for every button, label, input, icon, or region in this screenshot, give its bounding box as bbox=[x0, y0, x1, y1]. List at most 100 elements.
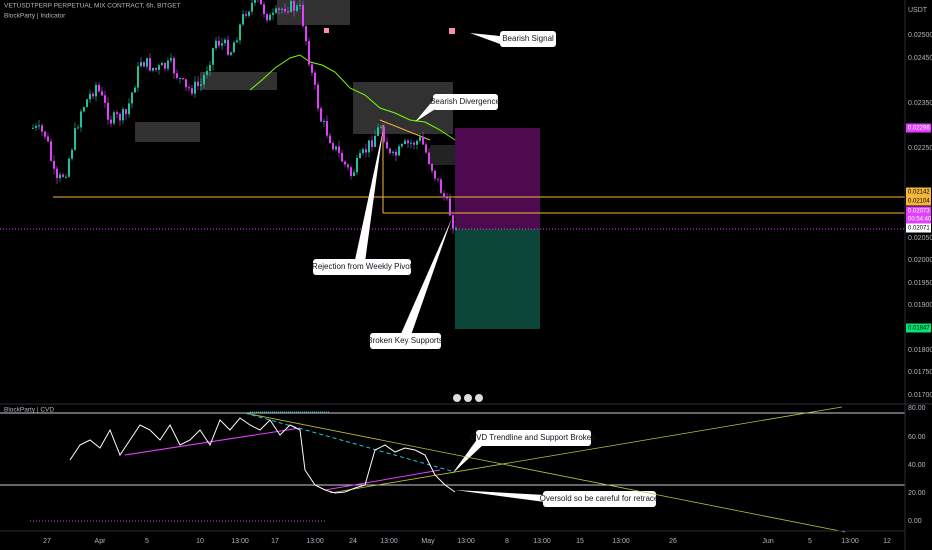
candle bbox=[104, 95, 106, 103]
candle bbox=[230, 52, 232, 55]
cvd-trendline bbox=[324, 469, 441, 491]
candle bbox=[89, 93, 91, 100]
candle bbox=[146, 58, 148, 67]
price-tag-bg bbox=[906, 123, 931, 133]
candle bbox=[302, 4, 304, 27]
price-label: 0.01700 bbox=[908, 392, 932, 399]
candle bbox=[353, 172, 355, 176]
candle bbox=[65, 176, 67, 178]
price-label: 0.02000 bbox=[908, 257, 932, 264]
cvd-line bbox=[69, 417, 456, 494]
candle bbox=[275, 8, 277, 13]
candle bbox=[62, 174, 64, 177]
candle bbox=[290, 0, 292, 12]
time-label: 27 bbox=[43, 538, 51, 545]
indicator-icons bbox=[453, 394, 483, 402]
annotation: Oversold so be careful for retrace bbox=[540, 494, 659, 503]
time-label: 13:00 bbox=[457, 538, 475, 545]
candle bbox=[68, 158, 70, 177]
price-tag: 0.01847 bbox=[908, 326, 930, 332]
time-label: 13:00 bbox=[231, 538, 249, 545]
axes: USDT 0.02500 0.02450 0.02350 0.02250 0.02050 0… bbox=[43, 7, 932, 545]
cvd-label: 40.00 bbox=[908, 462, 926, 469]
candle bbox=[176, 73, 178, 79]
price-tag: 0.02071 bbox=[908, 226, 930, 232]
time-label: 26 bbox=[669, 538, 677, 545]
annotation: Rejection from Weekly Pivot bbox=[312, 262, 413, 271]
candle bbox=[143, 62, 145, 67]
candle bbox=[239, 24, 241, 41]
candle bbox=[299, 4, 301, 6]
candle bbox=[401, 144, 403, 147]
candle bbox=[110, 119, 112, 124]
candle bbox=[323, 120, 325, 122]
candle bbox=[356, 158, 358, 173]
candle bbox=[221, 43, 223, 46]
candle bbox=[407, 140, 409, 144]
candle bbox=[161, 62, 163, 66]
candle bbox=[155, 67, 157, 70]
candle bbox=[272, 12, 274, 15]
price-unit: USDT bbox=[908, 7, 928, 14]
time-label: 13:00 bbox=[841, 538, 859, 545]
candle bbox=[335, 146, 337, 150]
candle bbox=[380, 126, 382, 128]
candle bbox=[71, 149, 73, 159]
candle bbox=[227, 39, 229, 55]
candle bbox=[404, 140, 406, 145]
annotation: Bearish Signal bbox=[502, 34, 554, 43]
price-tag: 00:54:40 bbox=[908, 217, 932, 223]
candle bbox=[452, 215, 454, 229]
candle bbox=[269, 14, 271, 21]
candle bbox=[224, 39, 226, 44]
candle bbox=[440, 179, 442, 194]
candle bbox=[395, 151, 397, 156]
candle bbox=[425, 144, 427, 153]
cvd-label: 60.00 bbox=[908, 434, 926, 441]
candle bbox=[410, 142, 412, 144]
time-label: 13:00 bbox=[612, 538, 630, 545]
candle bbox=[362, 149, 364, 154]
signal-icon bbox=[449, 28, 455, 34]
time-label: 13:00 bbox=[306, 538, 324, 545]
candle bbox=[317, 84, 319, 109]
signal-icon bbox=[324, 28, 329, 33]
candle bbox=[206, 71, 208, 75]
candle bbox=[263, 4, 265, 15]
price-tag-bg bbox=[906, 206, 931, 216]
candle bbox=[203, 74, 205, 85]
candle bbox=[416, 140, 418, 145]
price-label: 0.02450 bbox=[908, 55, 932, 62]
candle bbox=[164, 62, 166, 69]
candle bbox=[80, 111, 82, 128]
candle bbox=[53, 160, 55, 169]
candle bbox=[359, 153, 361, 159]
candle bbox=[446, 197, 448, 199]
candle bbox=[173, 58, 175, 74]
time-label: 15 bbox=[576, 538, 584, 545]
price-tag-bg bbox=[906, 323, 931, 333]
price-label: 0.02500 bbox=[908, 32, 932, 39]
candle bbox=[308, 41, 310, 65]
candle bbox=[122, 109, 124, 121]
candle bbox=[332, 143, 334, 150]
candle bbox=[284, 8, 286, 12]
candle bbox=[119, 114, 121, 121]
candle bbox=[47, 136, 49, 142]
candle bbox=[374, 135, 376, 147]
time-label: 5 bbox=[145, 538, 149, 545]
candle bbox=[254, 0, 256, 3]
candle bbox=[368, 140, 370, 153]
candle bbox=[314, 72, 316, 85]
candle bbox=[149, 58, 151, 71]
candle bbox=[293, 0, 295, 11]
candle bbox=[386, 141, 388, 149]
price-label: 0.01950 bbox=[908, 280, 932, 287]
time-label: 17 bbox=[271, 538, 279, 545]
candle bbox=[179, 78, 181, 80]
time-label: 5 bbox=[808, 538, 812, 545]
candle bbox=[41, 125, 43, 132]
trendline bbox=[329, 406, 843, 494]
candle bbox=[128, 103, 130, 115]
